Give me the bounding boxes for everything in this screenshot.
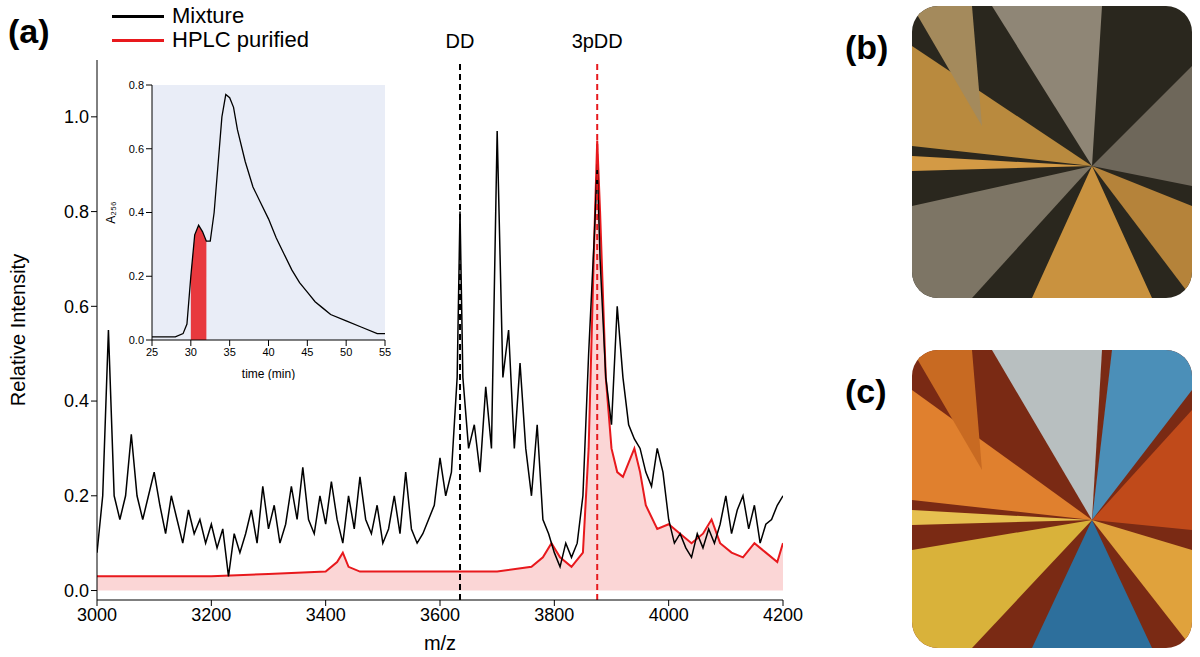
svg-text:DD: DD: [446, 30, 475, 52]
svg-text:4000: 4000: [649, 605, 689, 625]
svg-text:3200: 3200: [191, 605, 231, 625]
svg-text:0.0: 0.0: [64, 581, 89, 601]
svg-text:40: 40: [262, 346, 274, 358]
svg-text:35: 35: [224, 346, 236, 358]
svg-text:Relative Intensity: Relative Intensity: [7, 254, 29, 406]
html-text:Mixture: Mixture: [172, 3, 245, 28]
svg-text:3400: 3400: [306, 605, 346, 625]
svg-text:A₂₅₆: A₂₅₆: [105, 201, 118, 223]
svg-text:0.4: 0.4: [64, 391, 89, 411]
svg-text:55: 55: [379, 346, 391, 358]
svg-text:0.6: 0.6: [129, 143, 144, 155]
svg-text:3800: 3800: [534, 605, 574, 625]
html-text:HPLC purified: HPLC purified: [172, 27, 309, 52]
svg-text:0.0: 0.0: [129, 334, 144, 346]
svg-text:4200: 4200: [763, 605, 803, 625]
svg-text:3pDD: 3pDD: [572, 30, 623, 52]
svg-text:1.0: 1.0: [64, 107, 89, 127]
svg-text:3000: 3000: [77, 605, 117, 625]
svg-text:3600: 3600: [420, 605, 460, 625]
svg-text:0.8: 0.8: [64, 202, 89, 222]
html-text:(b): (b): [845, 28, 889, 66]
html-text:(c): (c): [845, 372, 887, 410]
svg-text:45: 45: [301, 346, 313, 358]
svg-text:m/z: m/z: [424, 632, 456, 654]
svg-text:0.4: 0.4: [129, 206, 144, 218]
html-text:(a): (a): [8, 12, 50, 50]
svg-text:50: 50: [340, 346, 352, 358]
svg-text:25: 25: [146, 346, 158, 358]
svg-text:0.6: 0.6: [64, 297, 89, 317]
svg-text:time (min): time (min): [242, 367, 295, 380]
svg-text:0.2: 0.2: [64, 486, 89, 506]
svg-text:0.8: 0.8: [129, 80, 144, 91]
svg-text:0.2: 0.2: [129, 270, 144, 282]
svg-text:30: 30: [185, 346, 197, 358]
